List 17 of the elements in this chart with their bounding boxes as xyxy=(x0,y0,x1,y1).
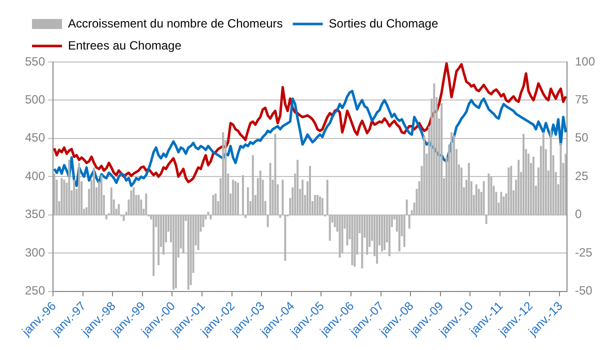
y-tick-label: 350 xyxy=(24,207,46,222)
y2-tick-label: 50 xyxy=(574,130,589,145)
legend-label: Entrees au Chomage xyxy=(68,38,182,52)
y-tick-label: 450 xyxy=(24,130,46,145)
y-tick-label: 500 xyxy=(24,92,46,107)
y2-tick-label: -25 xyxy=(574,245,593,260)
y-tick-label: 400 xyxy=(24,168,46,183)
y-tick-label: 550 xyxy=(24,54,46,68)
legend-label: Sorties du Chomage xyxy=(328,16,438,30)
y-tick-label: 300 xyxy=(24,245,46,260)
y2-tick-label: 0 xyxy=(574,207,582,222)
y2-tick-label: -50 xyxy=(574,284,593,298)
legend-label: Accroissement du nombre de Chomeurs xyxy=(68,16,283,30)
y-tick-label: 250 xyxy=(24,284,46,298)
y2-tick-label: 75 xyxy=(574,92,589,107)
y2-tick-label: 100 xyxy=(574,54,596,68)
y2-tick-label: 25 xyxy=(574,168,589,183)
